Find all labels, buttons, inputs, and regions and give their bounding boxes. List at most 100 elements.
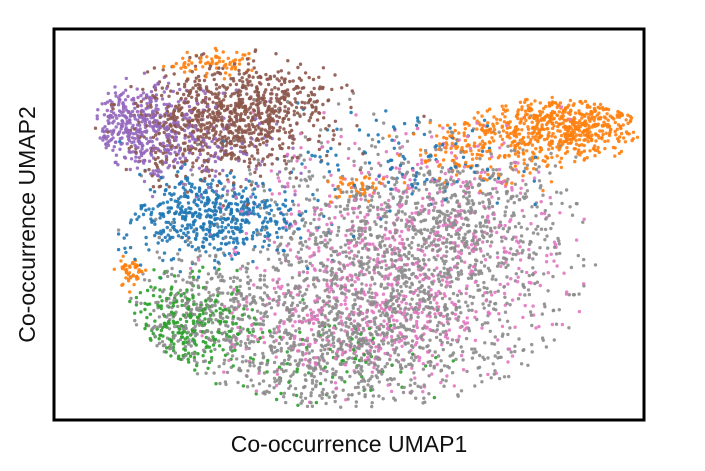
scatter-point	[207, 174, 212, 178]
scatter-point	[525, 166, 529, 171]
scatter-point	[516, 297, 521, 301]
scatter-point	[288, 207, 293, 211]
scatter-point	[322, 303, 327, 308]
scatter-point	[518, 258, 523, 262]
scatter-point	[408, 302, 412, 306]
scatter-point	[389, 334, 394, 339]
scatter-point	[407, 350, 411, 354]
scatter-point	[398, 163, 403, 168]
scatter-point	[128, 299, 132, 304]
scatter-point	[517, 132, 522, 136]
scatter-point	[454, 146, 458, 150]
scatter-point	[323, 378, 328, 382]
scatter-point	[355, 215, 360, 219]
scatter-point	[193, 368, 197, 372]
scatter-point	[169, 89, 173, 93]
scatter-point	[344, 324, 348, 328]
scatter-point	[477, 272, 481, 276]
scatter-point	[439, 148, 443, 152]
scatter-point	[177, 197, 181, 201]
scatter-point	[205, 115, 210, 119]
scatter-point	[509, 350, 513, 354]
scatter-point	[144, 208, 148, 212]
scatter-point	[462, 209, 466, 213]
scatter-point	[464, 190, 468, 194]
scatter-point	[283, 77, 287, 81]
scatter-point	[201, 245, 206, 249]
scatter-point	[140, 147, 144, 151]
scatter-point	[397, 336, 402, 340]
scatter-point	[574, 138, 578, 143]
scatter-point	[538, 246, 542, 250]
scatter-point	[427, 285, 431, 289]
scatter-point	[475, 170, 479, 174]
scatter-point	[377, 380, 381, 384]
scatter-point	[586, 139, 590, 144]
scatter-point	[338, 210, 343, 214]
scatter-point	[376, 364, 380, 368]
scatter-point	[173, 294, 177, 298]
scatter-point	[306, 93, 311, 98]
scatter-point	[249, 183, 253, 187]
scatter-point	[296, 65, 300, 70]
scatter-point	[307, 175, 311, 179]
scatter-point	[378, 303, 382, 307]
scatter-point	[195, 372, 200, 376]
scatter-point	[133, 257, 137, 261]
scatter-point	[495, 251, 500, 255]
scatter-point	[352, 198, 357, 202]
scatter-point	[385, 378, 390, 382]
scatter-point	[504, 265, 508, 270]
scatter-point	[340, 86, 344, 90]
scatter-point	[461, 222, 466, 227]
scatter-point	[223, 330, 227, 334]
scatter-point	[291, 296, 295, 300]
scatter-point	[395, 135, 399, 139]
scatter-point	[274, 397, 279, 402]
scatter-point	[129, 157, 134, 161]
scatter-point	[372, 362, 377, 366]
scatter-point	[135, 300, 139, 304]
scatter-point	[432, 229, 436, 233]
scatter-point	[410, 192, 414, 196]
scatter-point	[350, 283, 354, 287]
scatter-point	[441, 223, 445, 228]
scatter-point	[471, 295, 476, 299]
scatter-point	[496, 338, 500, 342]
scatter-point	[245, 307, 249, 311]
scatter-point	[270, 147, 275, 151]
scatter-point	[596, 149, 600, 153]
scatter-point	[559, 156, 564, 160]
scatter-point	[180, 303, 184, 308]
scatter-point	[454, 338, 459, 342]
scatter-point	[309, 394, 313, 398]
scatter-point	[156, 303, 160, 307]
scatter-point	[348, 181, 352, 186]
scatter-point	[501, 227, 505, 231]
scatter-point	[240, 218, 244, 222]
scatter-point	[199, 194, 203, 199]
scatter-point	[134, 295, 139, 300]
scatter-point	[449, 196, 453, 200]
scatter-point	[153, 286, 157, 290]
scatter-point	[600, 129, 605, 133]
scatter-point	[492, 372, 496, 376]
scatter-point	[234, 292, 239, 296]
scatter-point	[347, 314, 351, 318]
scatter-point	[102, 113, 107, 117]
scatter-point	[93, 126, 98, 130]
scatter-point	[170, 285, 174, 289]
scatter-point	[456, 318, 460, 322]
scatter-point	[579, 133, 583, 138]
scatter-point	[432, 268, 437, 272]
scatter-point	[249, 195, 253, 199]
scatter-point	[268, 112, 272, 117]
scatter-point	[268, 204, 272, 208]
scatter-point	[348, 256, 352, 260]
scatter-point	[354, 178, 359, 182]
scatter-point	[313, 340, 317, 345]
scatter-point	[298, 256, 303, 260]
scatter-point	[288, 293, 293, 298]
scatter-point	[546, 289, 550, 293]
scatter-point	[435, 328, 439, 332]
